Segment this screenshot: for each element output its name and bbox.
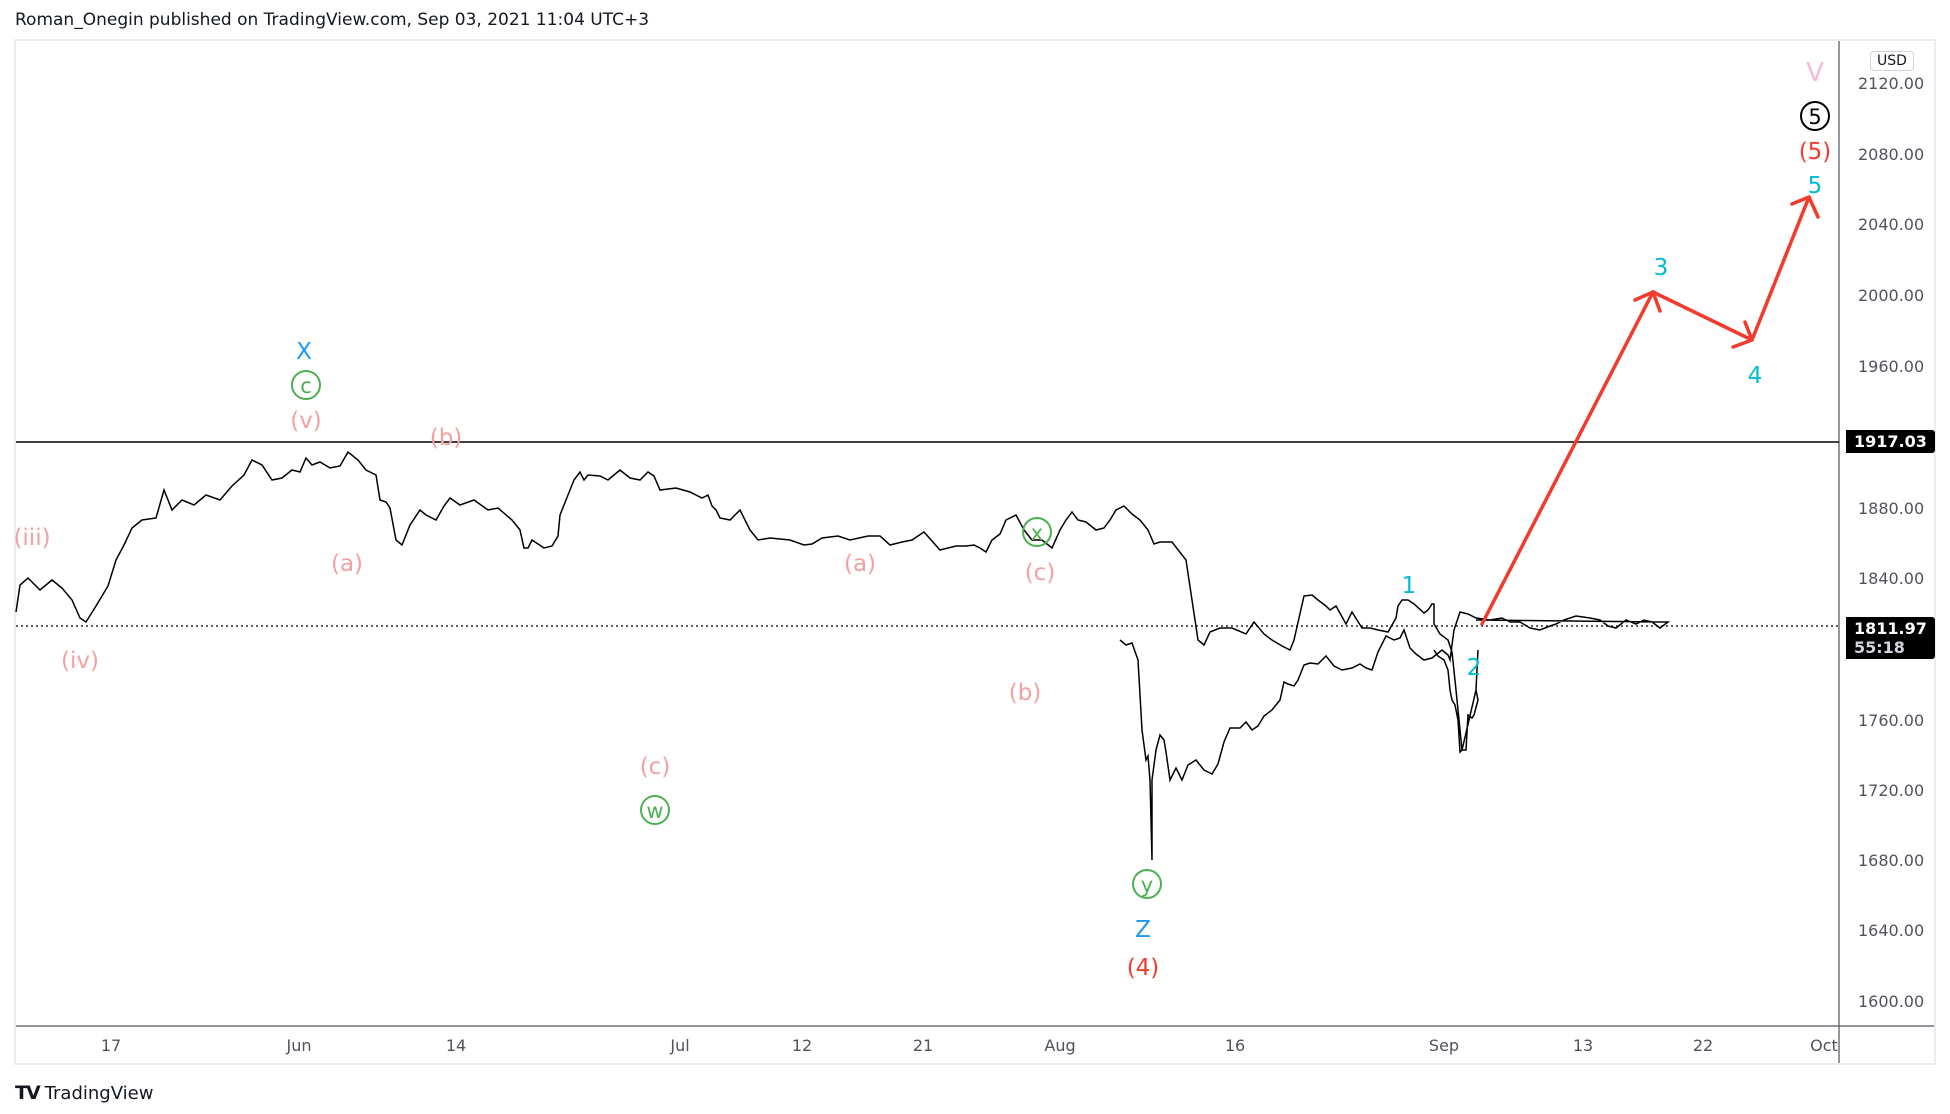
wave-label-X[interactable]: X: [296, 339, 312, 365]
wave-label-w-circled[interactable]: w: [640, 795, 670, 825]
wave-label-V[interactable]: V: [1806, 58, 1824, 88]
time-tick: Aug: [1044, 1036, 1076, 1055]
arrow-head-wave-5: [1790, 195, 1820, 219]
price-tick: 1840.00: [1858, 569, 1925, 588]
time-tick: Jul: [670, 1036, 690, 1055]
last-price: 1811.97: [1854, 619, 1927, 638]
price-tick: 2000.00: [1858, 286, 1925, 305]
wave-label-b-2[interactable]: (b): [1008, 680, 1042, 706]
wave-label-5-circled[interactable]: 5: [1800, 101, 1830, 131]
projection-arrows[interactable]: [1480, 195, 1820, 626]
wave-label-x-circled[interactable]: x: [1022, 517, 1052, 547]
time-tick: Jun: [286, 1036, 312, 1055]
price-tick: 1760.00: [1858, 711, 1925, 730]
time-tick: 16: [1224, 1036, 1246, 1055]
wave-label-c-1[interactable]: (c): [639, 754, 671, 780]
price-tick: 1720.00: [1858, 781, 1925, 800]
last-price-tag: 1811.97 55:18: [1846, 617, 1935, 659]
wave-label-5-primary[interactable]: (5): [1798, 139, 1832, 165]
price-tick: 1960.00: [1858, 357, 1925, 376]
time-tick: 13: [1572, 1036, 1594, 1055]
wave-label-2[interactable]: 2: [1466, 655, 1482, 681]
publisher-header: Roman_Onegin published on TradingView.co…: [15, 10, 650, 30]
wave-label-y-circled[interactable]: y: [1132, 869, 1162, 899]
tradingview-logo-icon: TV: [15, 1082, 41, 1104]
wave-label-4[interactable]: 4: [1747, 363, 1763, 389]
price-tick: 1680.00: [1858, 851, 1925, 870]
wave-label-b-1[interactable]: (b): [429, 425, 463, 451]
price-tick: 1600.00: [1858, 992, 1925, 1011]
price-tick: 2040.00: [1858, 215, 1925, 234]
horizontal-line-price: 1917.03: [1854, 432, 1927, 451]
time-tick: 17: [100, 1036, 122, 1055]
price-tick: 1640.00: [1858, 921, 1925, 940]
wave-label-Z[interactable]: Z: [1135, 917, 1151, 943]
time-tick: 12: [791, 1036, 813, 1055]
wave-label-iii[interactable]: (iii): [13, 525, 51, 551]
wave-label-1[interactable]: 1: [1401, 573, 1417, 599]
time-tick: Sep: [1428, 1036, 1460, 1055]
price-tick: 2120.00: [1858, 74, 1925, 93]
wave-label-a-1[interactable]: (a): [330, 551, 364, 577]
wave-label-5[interactable]: 5: [1807, 173, 1823, 199]
wave-label-c-circled[interactable]: c: [291, 370, 321, 400]
horizontal-line-price-tag: 1917.03: [1846, 430, 1935, 453]
wave-label-v[interactable]: (v): [290, 408, 322, 434]
time-tick: 14: [445, 1036, 467, 1055]
wave-label-c-2[interactable]: (c): [1024, 560, 1056, 586]
price-tick: 2080.00: [1858, 145, 1925, 164]
arrow-head-wave-4: [1731, 320, 1754, 349]
price-series-aug: [1119, 611, 1671, 861]
wave-label-iv[interactable]: (iv): [61, 648, 99, 674]
currency-badge[interactable]: USD: [1870, 51, 1914, 71]
wave-label-4-primary[interactable]: (4): [1126, 955, 1160, 981]
price-series: [15, 450, 1479, 754]
chart-frame: [14, 39, 1936, 1065]
arrow-head-wave-3: [1633, 290, 1662, 313]
time-tick: Oct: [1810, 1036, 1838, 1055]
time-tick: 22: [1692, 1036, 1714, 1055]
tradingview-footer[interactable]: TV TradingView: [15, 1082, 153, 1104]
wave-label-3[interactable]: 3: [1653, 255, 1669, 281]
price-tick: 1880.00: [1858, 499, 1925, 518]
bar-countdown: 55:18: [1854, 638, 1905, 657]
time-tick: 21: [912, 1036, 934, 1055]
brand-name: TradingView: [44, 1082, 154, 1104]
wave-label-a-2[interactable]: (a): [843, 551, 877, 577]
